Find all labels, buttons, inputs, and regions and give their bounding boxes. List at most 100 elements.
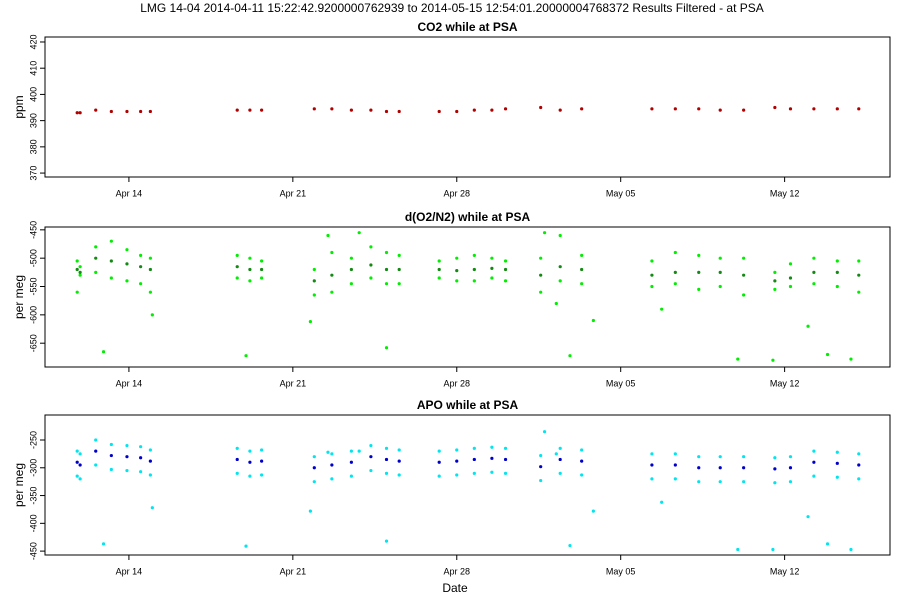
point <box>718 466 722 470</box>
point <box>490 470 494 474</box>
point <box>580 473 584 477</box>
point <box>384 250 389 255</box>
point <box>384 109 389 114</box>
point <box>455 459 459 463</box>
point <box>742 256 746 260</box>
point <box>554 301 558 306</box>
point <box>539 256 543 260</box>
point <box>857 273 861 277</box>
point <box>580 253 584 257</box>
point <box>472 457 476 462</box>
x-tick-label: May 05 <box>606 188 636 198</box>
point <box>330 107 334 111</box>
point <box>78 270 82 274</box>
point <box>490 266 494 270</box>
point <box>580 282 584 286</box>
point <box>101 350 106 354</box>
point <box>260 473 264 477</box>
y-tick-label: -250 <box>28 431 38 449</box>
point <box>660 307 664 311</box>
point <box>94 270 98 274</box>
point <box>330 452 334 456</box>
point <box>248 267 252 272</box>
point <box>568 543 572 548</box>
point <box>742 293 746 297</box>
point <box>75 474 79 478</box>
x-tick-label: Apr 14 <box>116 566 143 576</box>
point <box>384 457 389 462</box>
point <box>591 509 595 513</box>
point <box>75 259 79 263</box>
point <box>349 282 353 286</box>
point <box>697 253 701 257</box>
point <box>109 239 113 243</box>
point <box>312 480 316 484</box>
point <box>248 279 252 283</box>
point <box>857 107 861 111</box>
x-tick-label: Apr 14 <box>116 188 143 198</box>
point <box>788 480 793 484</box>
point <box>718 455 722 459</box>
y-tick-label: -300 <box>28 459 38 477</box>
point <box>812 270 816 274</box>
y-tick-label: 420 <box>28 34 38 49</box>
y-tick-label: -600 <box>28 306 38 324</box>
point <box>148 448 152 452</box>
point <box>503 471 508 475</box>
point <box>835 259 839 263</box>
point <box>397 267 401 272</box>
point <box>384 446 389 450</box>
point <box>580 448 584 452</box>
point <box>437 474 441 478</box>
point <box>125 443 129 448</box>
point <box>369 276 373 280</box>
point <box>308 509 313 513</box>
point <box>369 468 373 473</box>
point <box>580 459 584 463</box>
point <box>397 109 401 114</box>
point <box>94 108 98 112</box>
point <box>139 445 143 449</box>
point <box>248 474 252 478</box>
point <box>312 455 316 459</box>
point <box>78 273 82 277</box>
point <box>558 446 562 450</box>
y-tick-label: -500 <box>28 249 38 267</box>
point <box>558 233 562 238</box>
x-tick-label: May 12 <box>770 188 800 198</box>
point <box>455 279 459 283</box>
y-tick-label: 390 <box>28 113 38 128</box>
point <box>312 267 316 272</box>
point <box>109 276 113 280</box>
point <box>788 455 793 459</box>
x-tick-label: Apr 21 <box>280 566 307 576</box>
point <box>139 253 143 257</box>
point <box>742 466 746 470</box>
point <box>558 279 562 283</box>
y-tick-label: 400 <box>28 87 38 102</box>
point <box>736 357 740 361</box>
point <box>455 448 459 452</box>
panel-title: APO while at PSA <box>417 398 519 412</box>
point <box>312 279 316 283</box>
point <box>139 282 143 286</box>
y-tick-label: -650 <box>28 334 38 352</box>
point <box>503 279 508 283</box>
point <box>650 463 654 467</box>
point <box>326 450 330 454</box>
point <box>472 471 476 475</box>
point <box>330 290 334 294</box>
point <box>718 256 722 260</box>
point <box>806 515 810 519</box>
point <box>472 108 476 112</box>
y-tick-label: 410 <box>28 61 38 76</box>
point <box>812 256 816 260</box>
point <box>384 539 389 543</box>
point <box>742 455 746 459</box>
point <box>857 452 861 456</box>
point <box>539 273 543 277</box>
point <box>539 105 543 110</box>
point <box>490 445 494 449</box>
point <box>260 276 264 280</box>
